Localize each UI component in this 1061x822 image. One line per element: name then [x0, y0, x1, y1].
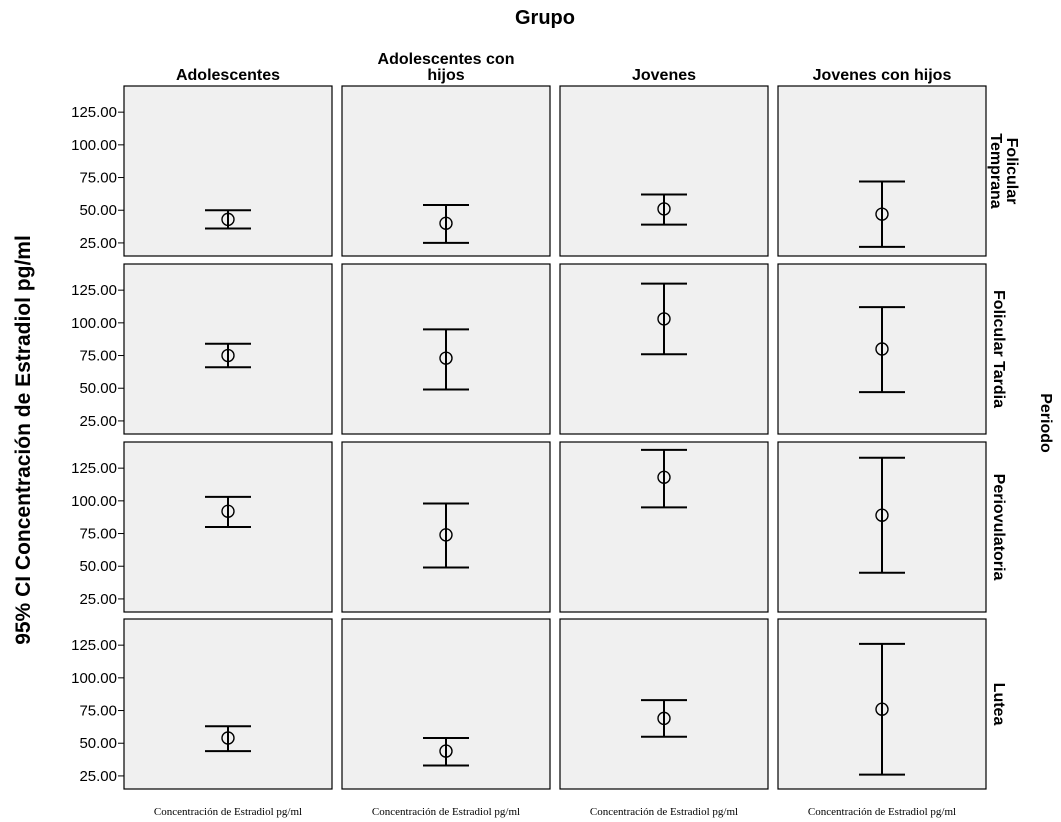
- column-header-adolescentes-con-hijos: Adolescentes con hijos: [378, 51, 515, 84]
- y-tick-label: 100.00: [71, 493, 117, 510]
- panel-folicular-temprana-adolescentes: [123, 85, 333, 257]
- y-tick-label: 50.00: [79, 558, 117, 575]
- y-tick-label: 125.00: [71, 460, 117, 477]
- column-header-jovenes-con-hijos: Jovenes con hijos: [813, 67, 952, 84]
- y-tick-label: 50.00: [79, 380, 117, 397]
- mean-marker: [657, 470, 671, 485]
- mean-marker: [439, 351, 453, 365]
- mean-marker: [875, 342, 889, 356]
- y-tick-label: 75.00: [79, 526, 117, 543]
- mean-marker: [221, 731, 235, 745]
- row-facet-label: Periodo: [1037, 393, 1054, 453]
- column-header-adolescentes: Adolescentes: [176, 67, 280, 84]
- y-tick-label: 125.00: [71, 637, 117, 654]
- y-tick-label: 125.00: [71, 282, 117, 299]
- y-tick-label: 25.00: [79, 768, 117, 785]
- mean-marker: [221, 212, 235, 227]
- row-header-folicular-tardia: Folicular Tardia: [990, 290, 1007, 408]
- x-category-label: Concentración de Estradiol pg/ml: [372, 806, 520, 818]
- x-category-label: Concentración de Estradiol pg/ml: [590, 806, 738, 818]
- mean-marker: [221, 348, 235, 363]
- mean-marker: [657, 202, 671, 216]
- y-tick-label: 75.00: [79, 348, 117, 365]
- y-tick-label: 100.00: [71, 670, 117, 687]
- row-header-periovulatoria: Periovulatoria: [990, 474, 1007, 581]
- mean-marker: [439, 528, 453, 542]
- mean-marker: [657, 312, 671, 326]
- y-tick-label: 50.00: [79, 735, 117, 752]
- y-tick-label: 125.00: [71, 104, 117, 121]
- y-axis-label: 95% CI Concentración de Estradiol pg/ml: [12, 235, 35, 645]
- x-category-label: Concentración de Estradiol pg/ml: [154, 806, 302, 818]
- mean-marker: [657, 711, 671, 726]
- panel-lutea-adolescentes: [123, 618, 333, 790]
- y-tick-label: 50.00: [79, 202, 117, 219]
- mean-marker: [221, 504, 235, 519]
- row-header-lutea: Lutea: [990, 683, 1007, 726]
- mean-marker: [439, 744, 453, 758]
- row-header-folicular-temprana: FolicularTemprana: [987, 133, 1020, 208]
- chart-title: Grupo: [515, 7, 575, 29]
- mean-marker: [875, 207, 889, 221]
- y-tick-label: 25.00: [79, 591, 117, 608]
- mean-marker: [875, 702, 889, 716]
- mean-marker: [875, 508, 889, 522]
- y-tick-label: 75.00: [79, 170, 117, 187]
- y-tick-label: 100.00: [71, 137, 117, 154]
- y-tick-label: 75.00: [79, 703, 117, 720]
- y-tick-label: 25.00: [79, 235, 117, 252]
- y-tick-label: 100.00: [71, 315, 117, 332]
- panel-grid: Adolescentes Adolescentes con hijos Jovenes…: [71, 51, 1020, 818]
- mean-marker: [439, 216, 453, 231]
- x-category-label: Concentración de Estradiol pg/ml: [808, 806, 956, 818]
- y-tick-label: 25.00: [79, 413, 117, 430]
- column-header-jovenes: Jovenes: [632, 67, 696, 84]
- panel-folicular-temprana-jovenes: [559, 85, 769, 257]
